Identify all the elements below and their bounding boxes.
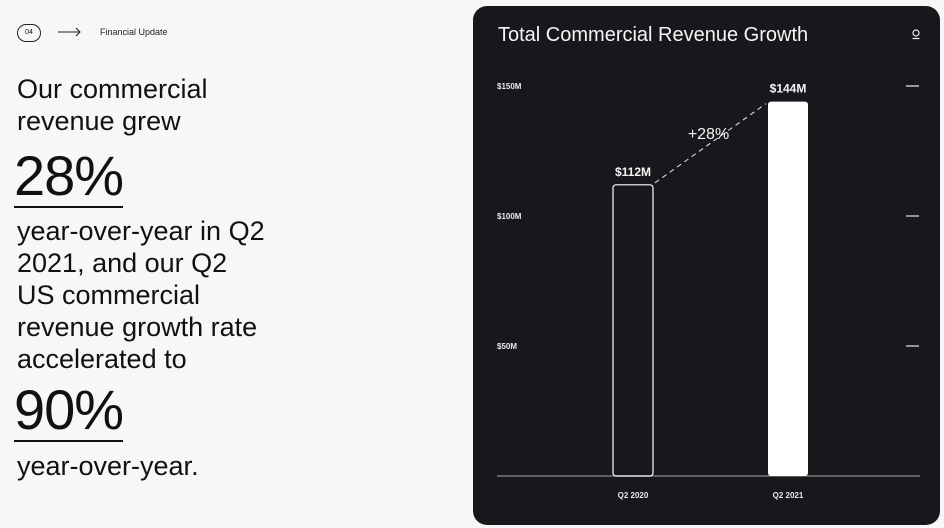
growth-annotation: +28% [688,126,729,143]
bar [612,184,654,477]
chart-card: Total Commercial Revenue Growth $50M $100… [473,6,940,525]
bar [768,101,808,476]
y-tick-label: $50M [497,342,517,351]
growth-percent-28: 28% [14,144,124,208]
bar-chart: $50M $100M $150M $112M Q2 2020 $144M Q2 2021 +2… [497,82,920,500]
growth-percent-90: 90% [14,378,124,442]
info-icon[interactable] [910,28,922,40]
body-text: year-over-year in Q2 2021, and our Q2 US… [17,216,265,374]
y-tick-label: $100M [497,212,522,221]
data-label: $112M [615,165,651,179]
data-label: $144M [770,82,807,96]
arrow-right-icon [58,27,81,37]
chart-title: Total Commercial Revenue Growth [498,24,809,46]
intro-text: Our commercial revenue grew [17,74,208,136]
growth-connector-line [654,103,767,184]
x-tick-label: Q2 2020 [618,491,649,500]
section-number-badge: 04 [17,24,41,42]
section-title: Financial Update [100,27,168,37]
x-tick-label: Q2 2021 [773,491,804,500]
y-tick-label: $150M [497,82,522,91]
closing-text: year-over-year. [17,451,199,481]
